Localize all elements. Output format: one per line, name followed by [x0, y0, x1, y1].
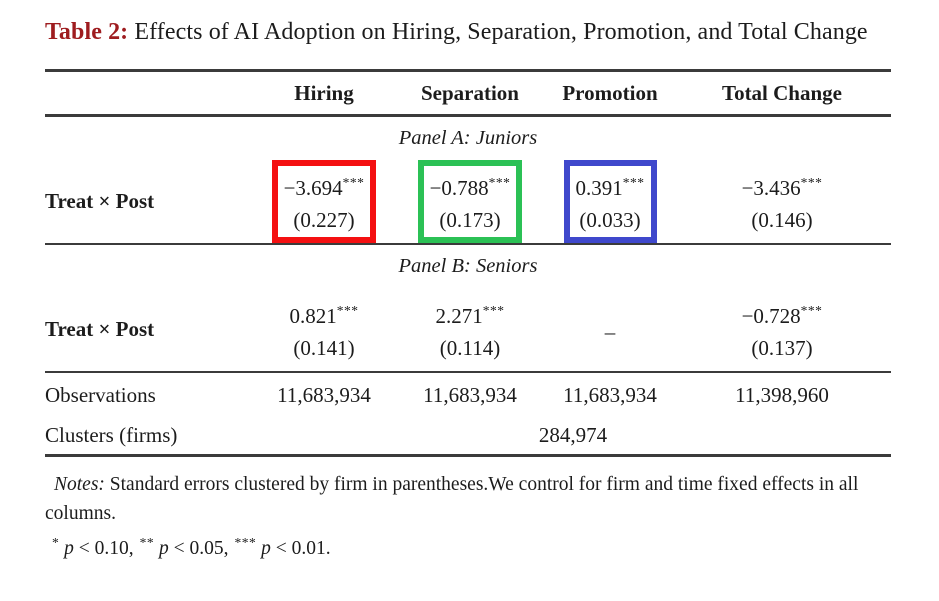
panel-b-label-row: Panel B: Seniors [45, 244, 891, 288]
highlight-box-red: −3.694*** (0.227) [271, 160, 377, 243]
plain-cell: 2.271*** (0.114) [424, 288, 517, 371]
empty-coefficient-dash: – [604, 320, 616, 344]
panel-a-cell-separation: −0.788*** (0.173) [393, 160, 547, 245]
panel-b-cell-total-change: −0.728*** (0.137) [673, 288, 891, 373]
one-star: * [52, 535, 60, 550]
panel-b-data-row: Treat × Post 0.821*** (0.141) 2.271*** (… [45, 288, 891, 373]
coefficient: 0.821*** [289, 303, 359, 328]
coefficient: 0.391*** [575, 175, 645, 200]
notes-text: Notes: Standard errors clustered by firm… [45, 474, 859, 524]
coefficient: −0.728*** [741, 303, 823, 328]
panel-a-row-label: Treat × Post [45, 160, 255, 245]
three-stars: *** [234, 535, 257, 550]
column-header-total-change: Total Change [673, 69, 891, 117]
highlight-box-green: −0.788*** (0.173) [417, 160, 523, 243]
plain-cell: −3.436*** (0.146) [730, 160, 835, 243]
plain-cell: – [593, 304, 628, 355]
observations-separation: 11,683,934 [423, 382, 517, 407]
significance-stars: *** [800, 175, 823, 190]
significance-stars: *** [336, 303, 359, 318]
panel-a-cell-hiring: −3.694*** (0.227) [255, 160, 393, 245]
panel-a-data-row: Treat × Post −3.694*** (0.227) −0.788***… [45, 160, 891, 245]
significance-stars: *** [622, 175, 645, 190]
standard-error: (0.141) [293, 336, 355, 360]
coefficient: −3.436*** [741, 175, 823, 200]
column-header-hiring: Hiring [255, 69, 393, 117]
standard-error: (0.114) [439, 336, 501, 360]
observations-label: Observations [45, 382, 156, 407]
clusters-label: Clusters (firms) [45, 417, 255, 457]
header-blank-cell [45, 69, 255, 117]
observations-promotion: 11,683,934 [563, 382, 657, 407]
observations-total-change: 11,398,960 [735, 382, 829, 407]
panel-b-cell-promotion: – [547, 288, 673, 373]
panel-a-cell-total-change: −3.436*** (0.146) [673, 160, 891, 245]
significance-stars: *** [800, 303, 823, 318]
clusters-value: 284,974 [255, 417, 891, 457]
observations-row: Observations 11,683,934 11,683,934 11,68… [45, 372, 891, 417]
standard-error: (0.033) [579, 208, 641, 232]
panel-a-label-row: Panel A: Juniors [45, 116, 891, 161]
two-stars: ** [139, 535, 155, 550]
standard-error: (0.227) [293, 208, 355, 232]
plain-cell: 0.821*** (0.141) [278, 288, 371, 371]
clusters-row: Clusters (firms) 284,974 [45, 417, 891, 457]
panel-a-label: Panel A: Juniors [398, 127, 538, 149]
results-table: Hiring Separation Promotion Total Change… [45, 69, 891, 457]
significance-stars: *** [488, 175, 511, 190]
observations-hiring: 11,683,934 [277, 382, 371, 407]
column-header-separation: Separation [393, 69, 547, 117]
panel-b-cell-hiring: 0.821*** (0.141) [255, 288, 393, 373]
significance-stars: *** [342, 175, 365, 190]
significance-legend: * p < 0.10, ** p < 0.05, *** p < 0.01. [52, 535, 331, 559]
standard-error: (0.137) [751, 336, 813, 360]
panel-a-cell-promotion: 0.391*** (0.033) [547, 160, 673, 245]
table-caption-text: Effects of AI Adoption on Hiring, Separa… [128, 19, 868, 45]
table-caption: Table 2: Effects of AI Adoption on Hirin… [45, 16, 897, 49]
coefficient: 2.271*** [435, 303, 505, 328]
panel-b-row-label: Treat × Post [45, 288, 255, 373]
panel-b-cell-separation: 2.271*** (0.114) [393, 288, 547, 373]
significance-stars: *** [482, 303, 505, 318]
coefficient: −0.788*** [429, 175, 511, 200]
highlight-box-blue: 0.391*** (0.033) [563, 160, 657, 243]
table-notes: Notes: Standard errors clustered by firm… [45, 470, 897, 564]
panel-b-label: Panel B: Seniors [398, 255, 538, 277]
table-caption-label: Table 2: [45, 19, 129, 45]
column-header-promotion: Promotion [547, 69, 673, 117]
notes-label: Notes: [54, 474, 105, 495]
standard-error: (0.173) [439, 208, 501, 232]
standard-error: (0.146) [751, 208, 813, 232]
plain-cell: −0.728*** (0.137) [730, 288, 835, 371]
column-header-row: Hiring Separation Promotion Total Change [45, 69, 891, 117]
coefficient: −3.694*** [283, 175, 365, 200]
